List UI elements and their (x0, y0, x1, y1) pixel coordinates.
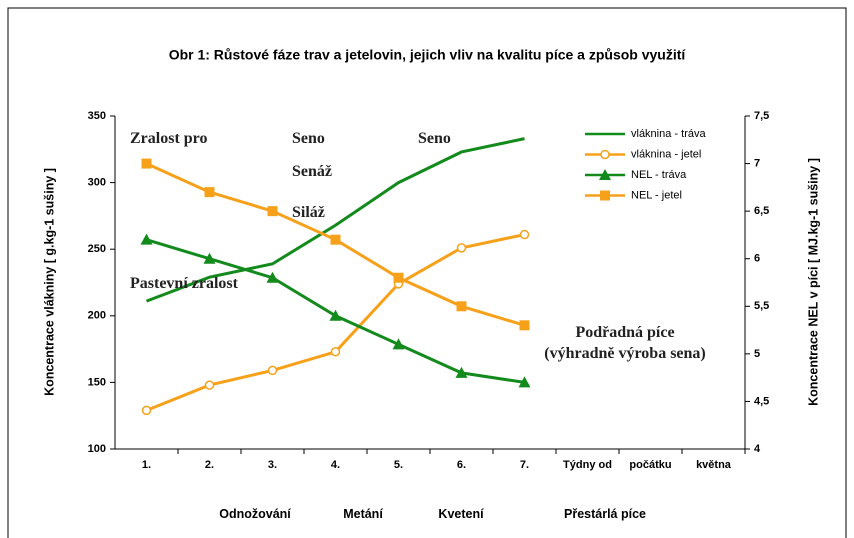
legend-label: vláknina - tráva (631, 128, 706, 140)
y-tick-label: 350 (88, 110, 106, 122)
series-line (147, 235, 525, 411)
x-tick-label: počátku (622, 458, 680, 473)
y-tick-label: 300 (88, 177, 106, 189)
x-tick-label: 5. (370, 458, 428, 473)
y2-tick-label: 6,5 (754, 205, 769, 217)
y-tick-label: 200 (88, 310, 106, 322)
data-point (269, 366, 277, 374)
data-point (143, 406, 151, 414)
y2-tick-label: 4,5 (754, 395, 769, 407)
annotation: Zralost pro (130, 130, 207, 148)
x-tick-label: 6. (433, 458, 491, 473)
annotation: Siláž (292, 204, 325, 222)
data-point (520, 320, 530, 330)
legend-marker (600, 191, 610, 201)
y2-tick-label: 5,5 (754, 300, 769, 312)
x-tick-label: května (685, 458, 743, 473)
legend-marker (601, 151, 609, 159)
x-tick-label: 3. (244, 458, 302, 473)
annotation: Senáž (292, 163, 332, 181)
data-point (458, 244, 466, 252)
legend-label: NEL - jetel (631, 189, 682, 201)
chart-page: Obr 1: Růstové fáze trav a jetelovin, je… (0, 0, 854, 538)
y2-tick-label: 6 (754, 253, 760, 265)
data-point (330, 310, 342, 321)
chart-title: Obr 1: Růstové fáze trav a jetelovin, je… (169, 47, 687, 63)
y-tick-label: 250 (88, 243, 106, 255)
legend-label: NEL - tráva (631, 169, 687, 181)
data-point (268, 206, 278, 216)
y2-tick-label: 7,5 (754, 110, 769, 122)
data-point (141, 234, 153, 245)
x-group-label: Metání (343, 507, 383, 521)
x-group-label: Přestárlá píce (564, 507, 646, 521)
data-point (457, 301, 467, 311)
data-point (205, 187, 215, 197)
x-tick-label: 1. (118, 458, 176, 473)
data-point (332, 348, 340, 356)
y-axis-title: Koncentrace vlákniny [ g.kg-1 sušiny ] (42, 168, 56, 396)
y2-tick-label: 4 (754, 443, 761, 455)
data-point (331, 235, 341, 245)
data-point (521, 231, 529, 239)
annotation: Seno (418, 130, 451, 148)
y2-tick-label: 5 (754, 348, 760, 360)
annotation: Pastevní zralost (130, 275, 238, 293)
y-tick-label: 100 (88, 443, 106, 455)
y2-axis-title: Koncentrace NEL v píci [ MJ.kg-1 sušiny … (806, 158, 820, 406)
annotation: Seno (292, 130, 325, 148)
x-group-label: Odnožování (219, 507, 291, 521)
annotation: Podřadná píce (výhradně výroba sena) (540, 322, 710, 364)
x-tick-label: 7. (496, 458, 554, 473)
data-point (206, 381, 214, 389)
y-tick-label: 150 (88, 376, 106, 388)
data-point (394, 273, 404, 283)
legend-label: vláknina - jetel (631, 148, 701, 160)
x-tick-label: 4. (307, 458, 365, 473)
x-group-label: Kvetení (438, 507, 483, 521)
x-tick-label: 2. (181, 458, 239, 473)
y2-tick-label: 7 (754, 157, 760, 169)
x-tick-label: Týdny od (559, 458, 617, 473)
data-point (142, 159, 152, 169)
